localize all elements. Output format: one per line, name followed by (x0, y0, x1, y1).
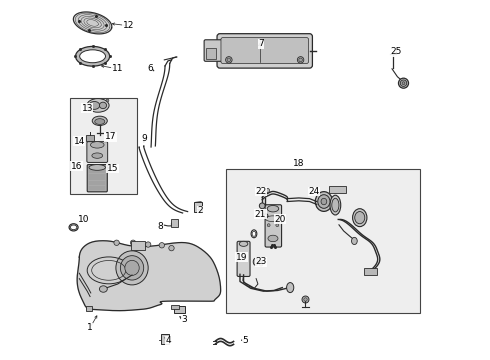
Ellipse shape (398, 78, 409, 88)
Ellipse shape (89, 165, 105, 170)
Text: 2: 2 (197, 206, 203, 215)
Text: 8: 8 (158, 222, 164, 231)
Ellipse shape (276, 224, 279, 226)
Text: 12: 12 (123, 21, 134, 30)
Ellipse shape (321, 198, 327, 205)
Ellipse shape (91, 141, 104, 148)
Ellipse shape (353, 209, 367, 226)
Text: 9: 9 (141, 134, 147, 143)
Text: 23: 23 (255, 257, 267, 266)
Ellipse shape (351, 237, 357, 244)
Ellipse shape (259, 261, 263, 266)
Ellipse shape (330, 195, 341, 215)
Ellipse shape (159, 243, 165, 248)
Ellipse shape (253, 258, 258, 265)
Ellipse shape (75, 46, 110, 66)
Text: 5: 5 (242, 336, 248, 345)
FancyBboxPatch shape (221, 38, 309, 63)
Ellipse shape (87, 99, 109, 112)
Text: 17: 17 (105, 132, 116, 141)
Ellipse shape (71, 225, 77, 230)
Bar (70, 98, 137, 194)
Ellipse shape (259, 203, 265, 209)
Bar (161, 334, 169, 344)
Ellipse shape (95, 119, 105, 125)
Text: 4: 4 (165, 336, 171, 345)
Ellipse shape (355, 212, 365, 224)
Text: 21: 21 (255, 210, 266, 219)
Ellipse shape (227, 58, 231, 62)
Text: 20: 20 (274, 215, 286, 224)
FancyBboxPatch shape (204, 40, 223, 61)
Ellipse shape (116, 251, 148, 285)
Ellipse shape (402, 82, 405, 85)
Ellipse shape (239, 241, 248, 246)
Ellipse shape (268, 235, 278, 242)
Ellipse shape (287, 283, 294, 293)
Text: 16: 16 (71, 162, 82, 171)
Bar (131, 241, 145, 250)
Ellipse shape (114, 240, 119, 246)
Polygon shape (74, 12, 112, 34)
Text: 22: 22 (255, 187, 267, 196)
Ellipse shape (89, 102, 100, 109)
Ellipse shape (265, 215, 267, 217)
Ellipse shape (332, 198, 339, 212)
Bar (172, 305, 179, 309)
Bar (329, 186, 346, 193)
Ellipse shape (121, 256, 144, 280)
Text: 1: 1 (87, 323, 93, 332)
FancyBboxPatch shape (87, 141, 108, 162)
Text: 7: 7 (258, 39, 264, 48)
Bar (226, 169, 420, 313)
Text: 25: 25 (390, 47, 401, 56)
Ellipse shape (146, 242, 151, 247)
Ellipse shape (92, 116, 107, 126)
Ellipse shape (315, 192, 333, 211)
Ellipse shape (299, 58, 302, 62)
Polygon shape (77, 241, 221, 311)
Ellipse shape (169, 246, 174, 251)
Bar (365, 268, 377, 275)
Ellipse shape (400, 80, 407, 86)
Ellipse shape (125, 260, 139, 275)
Ellipse shape (130, 240, 136, 246)
Ellipse shape (297, 57, 304, 63)
Text: 11: 11 (112, 64, 123, 73)
Ellipse shape (252, 231, 256, 236)
Bar (172, 219, 178, 226)
FancyBboxPatch shape (217, 34, 313, 68)
Ellipse shape (99, 102, 107, 109)
Text: 6: 6 (147, 64, 153, 73)
Bar (206, 48, 216, 59)
Text: 18: 18 (293, 159, 305, 168)
Bar (87, 135, 94, 140)
Bar (174, 306, 185, 313)
Ellipse shape (318, 195, 330, 208)
Text: 24: 24 (308, 187, 319, 196)
Text: 3: 3 (181, 315, 187, 324)
Ellipse shape (99, 286, 107, 292)
FancyBboxPatch shape (237, 241, 250, 276)
Text: 19: 19 (236, 253, 247, 262)
Text: 10: 10 (78, 215, 89, 224)
Ellipse shape (80, 50, 105, 63)
Ellipse shape (225, 57, 232, 63)
Bar (194, 202, 202, 212)
Text: 15: 15 (106, 164, 118, 173)
Text: 14: 14 (74, 137, 85, 146)
Text: 13: 13 (81, 104, 93, 113)
FancyBboxPatch shape (87, 165, 107, 192)
FancyBboxPatch shape (265, 205, 282, 247)
Ellipse shape (267, 224, 270, 226)
Ellipse shape (267, 206, 279, 212)
Ellipse shape (92, 153, 102, 158)
Bar (87, 306, 92, 311)
